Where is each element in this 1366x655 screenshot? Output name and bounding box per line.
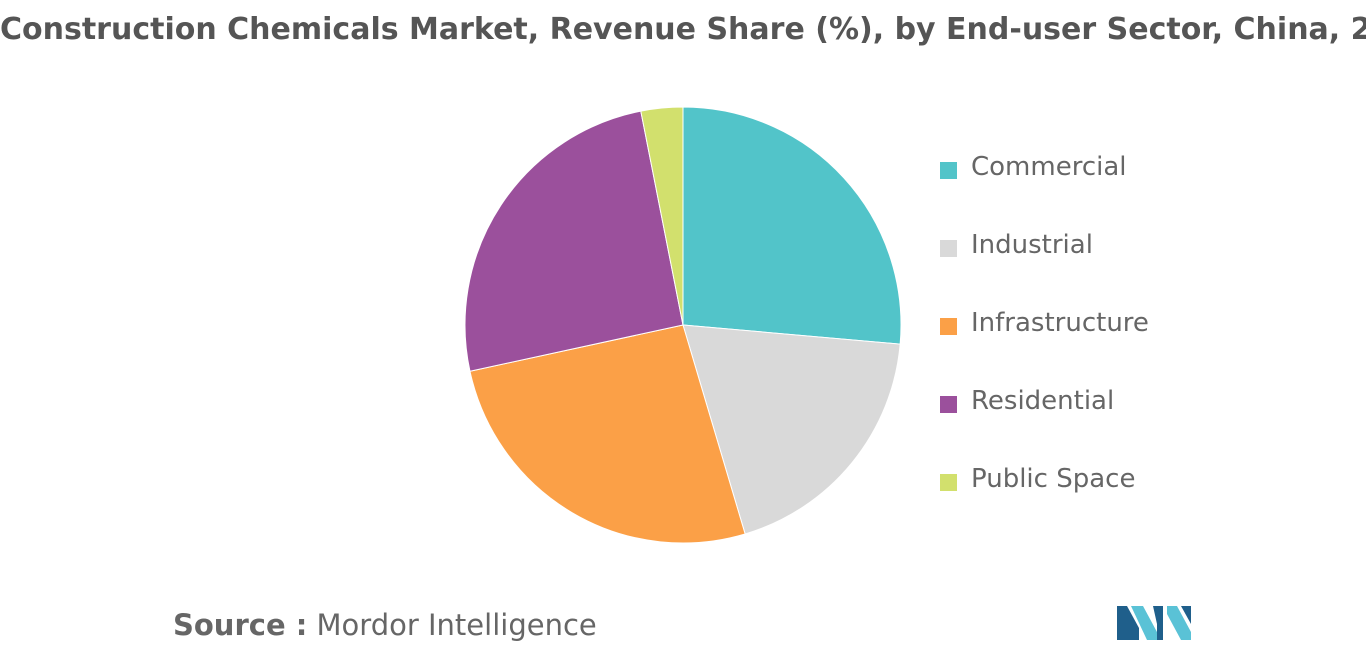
source-prefix: Source : <box>173 608 308 642</box>
chart-title: Construction Chemicals Market, Revenue S… <box>0 12 1366 47</box>
legend-swatch <box>940 474 957 491</box>
legend-label: Residential <box>971 386 1115 416</box>
pie-slice-residential <box>464 110 684 372</box>
pie-slice-industrial <box>682 324 901 535</box>
legend-swatch <box>940 396 957 413</box>
legend-swatch <box>940 318 957 335</box>
pie-slice-public-space <box>640 106 684 326</box>
source-name: Mordor Intelligence <box>316 608 597 642</box>
legend-label: Commercial <box>971 152 1127 182</box>
source-line: Source : Mordor Intelligence <box>173 608 597 642</box>
legend-swatch <box>940 162 957 179</box>
pie-slice-commercial <box>682 106 902 345</box>
legend-swatch <box>940 240 957 257</box>
legend-label: Industrial <box>971 230 1093 260</box>
pie-slices <box>464 106 902 544</box>
mordor-intelligence-logo-icon <box>1117 606 1191 640</box>
pie-slice-infrastructure <box>469 324 746 544</box>
legend-label: Infrastructure <box>971 308 1149 338</box>
legend-label: Public Space <box>971 464 1136 494</box>
